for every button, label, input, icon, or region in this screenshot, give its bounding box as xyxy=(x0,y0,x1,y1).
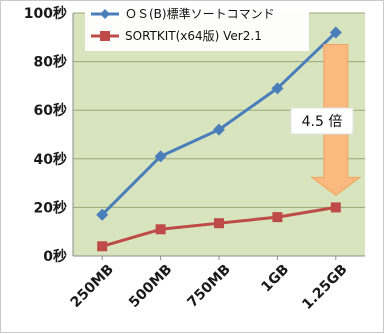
y-tick-label: 40秒 xyxy=(34,151,67,168)
data-point xyxy=(213,123,225,136)
x-tick-label: 1.25GB xyxy=(299,262,350,313)
y-tick-label: 0秒 xyxy=(43,248,67,265)
data-point xyxy=(272,212,283,223)
legend-marker xyxy=(100,31,110,41)
annotation-label: 4.5 倍 xyxy=(302,114,343,130)
x-tick-label: 250MB xyxy=(68,262,117,311)
y-tick-label: 100秒 xyxy=(24,5,67,22)
legend-marker xyxy=(100,9,110,19)
data-point xyxy=(154,150,167,163)
annotation-box xyxy=(290,107,354,135)
y-tick-label: 20秒 xyxy=(34,199,67,216)
data-point xyxy=(96,208,109,221)
x-tick-label: 750MB xyxy=(184,262,233,311)
legend-box xyxy=(85,3,309,51)
data-point xyxy=(97,241,108,252)
y-tick-label: 80秒 xyxy=(34,54,67,71)
legend-label: ＯＳ(B)標準ソートコマンド xyxy=(125,6,275,21)
legend-label: SORTKIT(x64版) Ver2.1 xyxy=(125,29,262,43)
data-point xyxy=(155,224,166,235)
y-tick-label: 60秒 xyxy=(34,102,67,119)
data-point xyxy=(214,218,224,229)
x-tick-label: 1GB xyxy=(258,262,292,296)
data-point xyxy=(271,82,284,95)
data-point xyxy=(330,202,341,213)
data-point xyxy=(329,26,342,39)
x-tick-label: 500MB xyxy=(126,262,175,311)
